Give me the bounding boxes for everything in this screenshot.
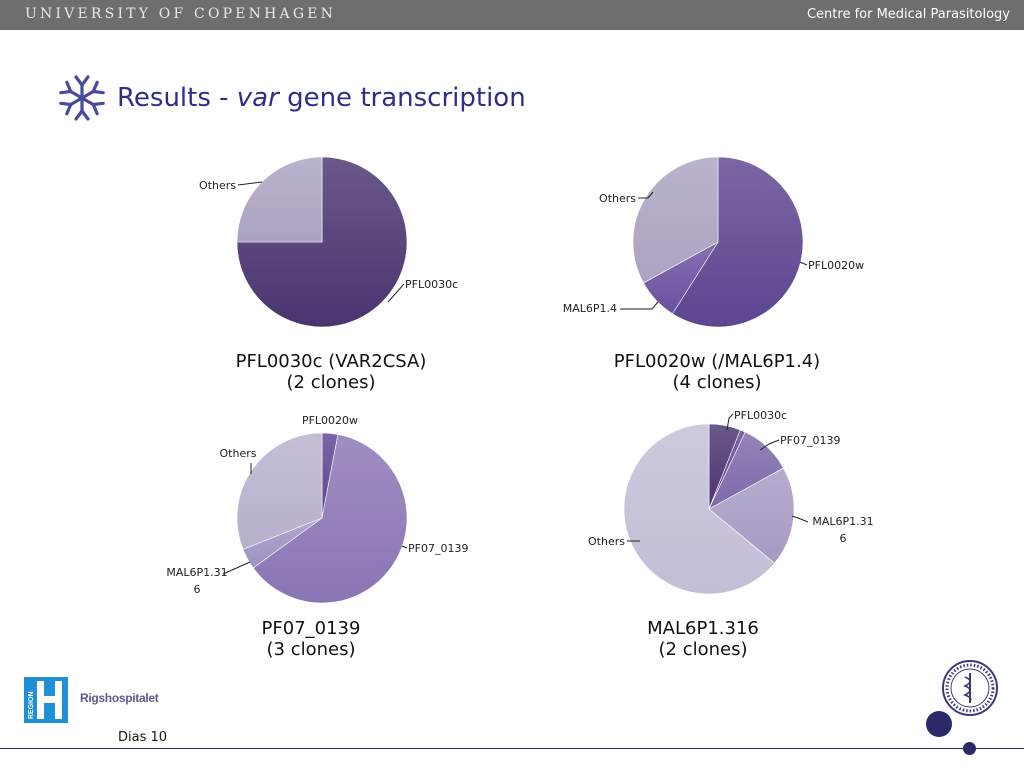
pie2-slice-pfl0020w <box>672 156 804 328</box>
pie4-leader-pfl0030c <box>726 413 734 431</box>
pie1-slice-others <box>236 156 323 243</box>
chart1-caption-line2: (2 clones) <box>286 372 376 393</box>
region-text: REGION <box>28 691 35 719</box>
pie1-slice-pfl0030c <box>236 156 408 328</box>
pie4-label-pfl0030c: PFL0030c <box>734 409 787 422</box>
pie4-leader-mal6p1-316 <box>791 515 809 523</box>
pie3-label-pf07-0139: PF07_0139 <box>408 542 468 555</box>
chart2-caption-line2: (4 clones) <box>672 372 762 393</box>
region-h-logo-icon: REGION <box>24 677 68 723</box>
page-title: Results - var gene transcription <box>117 83 526 113</box>
pie2-leader-others <box>638 191 654 199</box>
title-prefix: Results - <box>117 83 237 113</box>
slide-number: Dias 10 <box>118 730 168 745</box>
chart3-caption-line1: PF07_0139 <box>261 618 361 639</box>
pie3-label-others: Others <box>220 447 257 460</box>
decor-dot-small <box>963 742 976 755</box>
chart2-caption: PFL0020w (/MAL6P1.4) (4 clones) <box>598 351 836 393</box>
pie4-label-mal6p1-316: MAL6P1.31 6 <box>812 515 873 545</box>
pie4-slice-others <box>623 423 775 595</box>
chart4-caption-line1: MAL6P1.316 <box>647 618 759 639</box>
pie2-leader-pfl0020w <box>799 261 808 266</box>
chart2-caption-line1: PFL0020w (/MAL6P1.4) <box>613 351 821 372</box>
pie2-label-mal6p1-4: MAL6P1.4 <box>563 302 617 315</box>
chart1-caption-line1: PFL0030c (VAR2CSA) <box>235 351 427 372</box>
pie3-label-mal6p1-316: MAL6P1.31 6 <box>166 566 227 596</box>
pie4-label-pf07-0139: PF07_0139 <box>780 434 840 447</box>
pie3-slice-pf07-0139 <box>252 434 408 604</box>
chart4-caption: MAL6P1.316 (2 clones) <box>622 618 784 660</box>
pie3-leader-pf07-0139 <box>401 545 408 549</box>
chart3-caption-line2: (3 clones) <box>266 639 356 660</box>
pie3-slice-others <box>236 432 323 550</box>
pie1-label-others: Others <box>199 179 236 192</box>
pie3-leader-mal6p1-316 <box>222 561 251 575</box>
pie2-slice-others <box>632 156 719 284</box>
chart3-caption: PF07_0139 (3 clones) <box>236 618 386 660</box>
department-name: Centre for Medical Parasitology <box>806 7 1010 22</box>
university-seal-icon <box>942 660 998 716</box>
chart4-caption-line2: (2 clones) <box>658 639 748 660</box>
title-suffix: gene transcription <box>278 83 526 113</box>
antibody-logo-icon <box>59 75 105 121</box>
hospital-name: Rigshospitalet <box>80 691 159 705</box>
pie4-label-others: Others <box>588 535 625 548</box>
header-bar: UNIVERSITY OF COPENHAGEN Centre for Medi… <box>0 0 1024 30</box>
pie2-leader-mal6p1-4 <box>620 301 659 310</box>
pie1-leader-others <box>237 181 263 186</box>
chart1-caption: PFL0030c (VAR2CSA) (2 clones) <box>224 351 438 393</box>
pie3-label-pfl0020w: PFL0020w <box>302 414 358 427</box>
pie1-leader-pfl0030c <box>387 283 405 303</box>
pie1-label-pfl0030c: PFL0030c <box>405 278 458 291</box>
pie2-label-others: Others <box>599 192 636 205</box>
university-name: UNIVERSITY OF COPENHAGEN <box>25 6 337 22</box>
title-italic: var <box>236 83 279 113</box>
pie2-label-pfl0020w: PFL0020w <box>808 259 864 272</box>
pie4-leader-pf07-0139 <box>759 439 780 451</box>
decor-dot-large <box>926 711 952 737</box>
footer-line <box>0 748 1024 749</box>
